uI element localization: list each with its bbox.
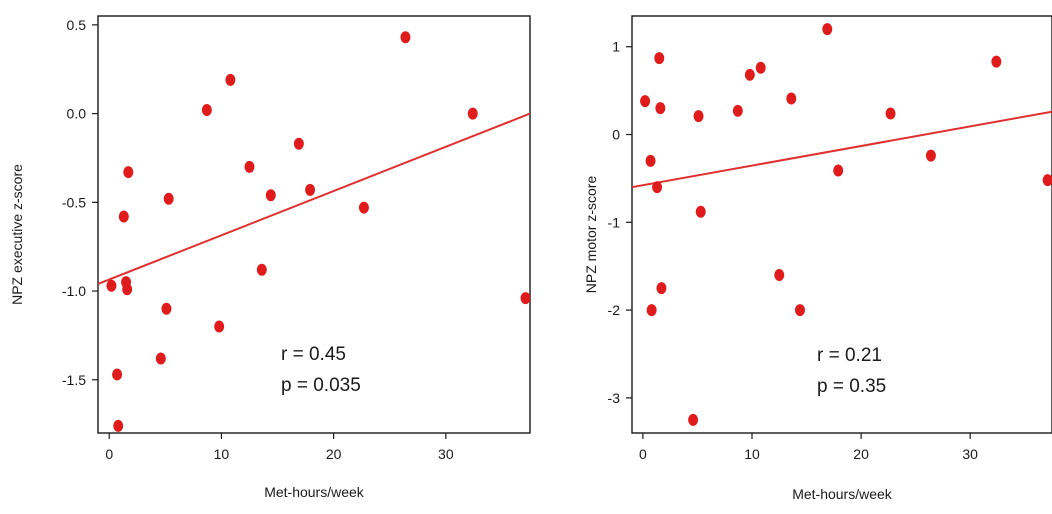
y-tick-label: -1 (608, 214, 621, 230)
data-point (774, 268, 785, 281)
data-point (646, 304, 657, 317)
stat-p-value: p = 0.035 (281, 375, 361, 396)
data-point (656, 282, 667, 295)
data-point (122, 283, 133, 296)
data-point (214, 320, 225, 333)
y-tick-label: -1.0 (62, 283, 86, 299)
data-point (118, 210, 129, 223)
stat-r-value: r = 0.45 (281, 344, 346, 365)
data-point (654, 52, 665, 65)
data-point (786, 92, 797, 105)
data-point (400, 31, 411, 44)
y-tick-label: 0.0 (67, 106, 87, 122)
data-point (293, 137, 304, 150)
x-axis-title: Met-hours/week (792, 486, 893, 502)
data-point (655, 102, 666, 115)
data-point (695, 205, 706, 218)
x-axis-title: Met-hours/week (264, 484, 365, 500)
data-point (161, 302, 172, 315)
regression-line (98, 112, 530, 285)
x-tick-label: 20 (326, 446, 342, 462)
data-point (1042, 174, 1052, 187)
data-point (795, 304, 805, 317)
data-point (640, 95, 651, 108)
data-point (244, 160, 255, 173)
chart-panel-1: -1.5 -1.0 -0.5 0.0 0.5 0 10 20 30 r = 0.45 p = 0.0… (9, 15, 531, 500)
data-point (123, 166, 134, 179)
plot-frame (631, 15, 1052, 434)
y-tick-label: 0 (612, 127, 620, 143)
plot-frame (97, 15, 531, 434)
data-point (256, 263, 267, 276)
data-point (732, 104, 743, 117)
stat-r-value: r = 0.21 (817, 345, 882, 366)
x-tick-label: 30 (962, 446, 978, 462)
x-tick-label: 30 (438, 446, 454, 462)
y-tick-label: -3 (608, 390, 621, 406)
y-tick-label: 0.5 (67, 17, 87, 33)
data-point (822, 23, 833, 36)
data-point (467, 107, 478, 120)
data-point (925, 149, 936, 162)
data-point (155, 352, 166, 365)
data-point (358, 201, 369, 214)
y-tick-label: -0.5 (62, 194, 86, 210)
data-point (744, 68, 755, 81)
data-point (693, 110, 704, 123)
data-point (106, 279, 117, 292)
regression-line (632, 110, 1052, 189)
data-point (688, 413, 699, 426)
y-tick-label: -2 (608, 302, 621, 318)
data-point (755, 61, 766, 74)
data-point (652, 181, 663, 194)
stat-p-value: p = 0.35 (817, 376, 886, 397)
data-point (885, 107, 896, 120)
y-axis-title: NPZ motor z-score (583, 176, 599, 294)
x-tick-label: 10 (744, 446, 760, 462)
data-points (106, 31, 530, 432)
data-point (305, 183, 316, 196)
data-point (201, 104, 212, 117)
data-point (991, 55, 1002, 68)
data-point (225, 73, 236, 86)
x-tick-label: 0 (105, 446, 113, 462)
data-point (112, 368, 123, 381)
data-point (833, 164, 844, 177)
data-point (265, 189, 276, 202)
y-axis-title: NPZ executive z-score (9, 164, 25, 305)
data-point (645, 154, 656, 167)
x-tick-label: 0 (639, 446, 647, 462)
data-point (163, 192, 174, 205)
data-point (520, 292, 530, 305)
x-tick-label: 20 (853, 446, 869, 462)
data-point (113, 419, 124, 432)
y-tick-label: -1.5 (62, 372, 86, 388)
data-points (640, 23, 1052, 426)
x-tick-label: 10 (214, 446, 230, 462)
y-tick-label: 1 (612, 39, 620, 55)
